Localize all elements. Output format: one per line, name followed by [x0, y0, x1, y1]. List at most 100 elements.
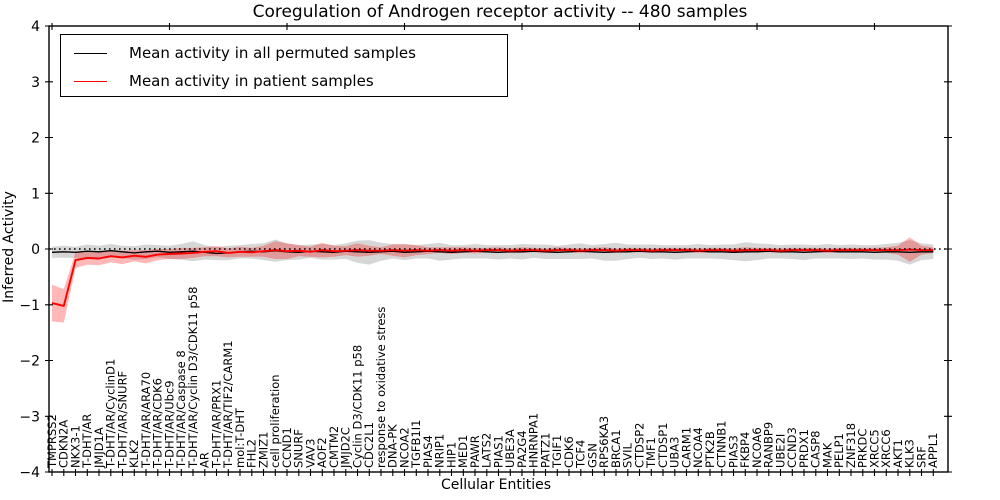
x-tick-label: Cyclin D3/CDK11 p58	[350, 345, 364, 468]
data-layer	[49, 237, 948, 323]
y-tick-label: 3	[31, 75, 40, 91]
x-tick-label: CARM1	[679, 427, 693, 468]
x-tick-label: ZNF318	[844, 423, 858, 468]
x-tick-label: PTK2B	[703, 431, 717, 468]
x-tick-label: NCOA6	[750, 427, 764, 468]
x-tick-label: PATZ1	[538, 433, 552, 468]
x-tick-label: KLK2	[127, 439, 141, 468]
x-tick-label: UBE2I	[773, 434, 787, 468]
x-tick-label: SRF	[914, 446, 928, 468]
y-tick-label: 0	[31, 242, 40, 258]
x-tick-label: AOF2	[315, 437, 329, 468]
x-tick-label: DNA-PK	[386, 424, 400, 468]
legend-entry-patient: Mean activity in patient samples	[74, 67, 507, 95]
y-tick-label: 2	[31, 131, 40, 147]
x-tick-label: T-DHT/AR/TIF2/CARM1	[221, 340, 235, 469]
x-tick-label: CTNNB1	[715, 421, 729, 468]
y-tick-label: −1	[19, 298, 40, 314]
x-tick-label: MAK	[820, 442, 834, 468]
x-tick-label: HNRNPA1	[527, 413, 541, 468]
x-tick-label: CMTM2	[327, 426, 341, 468]
legend-label-permuted: Mean activity in all permuted samples	[129, 44, 416, 62]
x-tick-label: PRDX1	[797, 429, 811, 468]
x-tick-label: UBE3A	[503, 429, 517, 468]
x-tick-label: PIAS3	[726, 435, 740, 468]
y-tick-labels: 4 3 2 1 0 −1 −2 −3 −4	[19, 19, 40, 481]
x-tick-labels: TMPRSS2CDKN2ANKX3-1T-DHT/ARJMJD1AT-DHT/A…	[45, 287, 940, 469]
x-tick-label: VAV3	[303, 439, 317, 468]
x-tick-label: NKX3-1	[68, 425, 82, 468]
x-tick-label: JMJD1A	[92, 427, 106, 469]
x-tick-label: ZMIZ1	[256, 432, 270, 468]
x-tick-label: T-DHT/AR/SNURF	[115, 371, 129, 469]
x-tick-label: FHL2	[245, 439, 259, 468]
x-tick-label: TGFB1I1	[409, 420, 423, 469]
x-tick-label: NCOA4	[691, 427, 705, 468]
x-tick-label: TCF4	[574, 440, 588, 469]
x-tick-label: RANBP9	[762, 422, 776, 468]
x-tick-label: PIAS4	[421, 435, 435, 468]
x-tick-label: XRCC6	[879, 429, 893, 468]
x-tick-label: response to oxidative stress	[374, 307, 388, 468]
x-tick-label: HIP1	[444, 442, 458, 468]
y-tick-label: 1	[31, 186, 40, 202]
x-tick-label: BRCA1	[609, 429, 623, 468]
x-tick-label: T-DHT/AR/Caspase 8	[174, 350, 188, 469]
x-tick-label: GSN	[585, 443, 599, 468]
legend: Mean activity in all permuted samples Me…	[60, 34, 508, 97]
legend-entry-permuted: Mean activity in all permuted samples	[74, 39, 507, 67]
x-tick-label: UBA3	[668, 437, 682, 469]
x-tick-label: XRCC5	[867, 429, 881, 468]
y-tick-label: −2	[19, 354, 40, 370]
x-tick-label: JMJD2C	[339, 427, 353, 469]
x-tick-label: AR	[198, 452, 212, 468]
x-tick-label: T-DHT/AR	[80, 414, 94, 469]
y-tick-label: −4	[19, 465, 40, 481]
x-tick-label: T-DHT/AR/Cyclin D3/CDK11 p58	[186, 287, 200, 469]
chart-title: Coregulation of Androgen receptor activi…	[252, 2, 748, 22]
x-tick-label: MED1	[456, 435, 470, 468]
patient-mean-line	[51, 248, 934, 307]
patient-line-swatch	[74, 80, 107, 82]
x-tick-label: CASP8	[809, 431, 823, 468]
x-tick-label: PRKDC	[856, 429, 870, 468]
x-tick-label: KLK3	[903, 439, 917, 468]
x-axis-label: Cellular Entities	[440, 477, 552, 493]
x-tick-label: CDKN2A	[57, 420, 71, 468]
y-tick-label: 4	[31, 19, 40, 35]
x-tick-label: PIAS1	[491, 435, 505, 468]
x-tick-label: PA2G4	[515, 430, 529, 468]
x-tick-label: APPL1	[926, 433, 940, 468]
x-tick-label: T-DHT/AR/ARA70	[139, 372, 153, 469]
x-tick-label: SVIL	[621, 442, 635, 468]
x-tick-label: T-DHT/AR/CDK6	[151, 378, 165, 469]
x-tick-label: TMPRSS2	[45, 414, 59, 469]
x-tick-label: LATS2	[480, 433, 494, 468]
x-tick-label: CTDSP2	[632, 423, 646, 468]
x-tick-label: cell proliferation	[268, 374, 282, 468]
permuted-line-swatch	[74, 52, 107, 54]
x-tick-label: RPS6KA3	[597, 416, 611, 468]
x-tick-label: mol:T-DHT	[233, 407, 247, 468]
x-tick-label: NCOA2	[397, 427, 411, 468]
x-tick-label: CDC2L1	[362, 422, 376, 468]
x-tick-label: AKT1	[891, 439, 905, 468]
x-tick-label: SNURF	[292, 429, 306, 468]
x-tick-label: CCND3	[785, 427, 799, 468]
x-tick-label: TGIF1	[550, 435, 564, 469]
y-tick-label: −3	[19, 409, 40, 425]
x-tick-label: NRIP1	[433, 434, 447, 468]
x-tick-label: PELP1	[832, 433, 846, 468]
legend-label-patient: Mean activity in patient samples	[129, 72, 374, 90]
x-tick-label: CCND1	[280, 427, 294, 468]
x-tick-label: T-DHT/AR/CyclinD1	[104, 359, 118, 469]
x-tick-label: CTDSP1	[656, 423, 670, 468]
x-tick-label: PAWR	[468, 435, 482, 468]
x-tick-label: CDK6	[562, 436, 576, 468]
x-tick-label: T-DHT/AR/PRX1	[209, 380, 223, 469]
x-tick-label: TMF1	[644, 437, 658, 469]
axis-ticks	[45, 23, 952, 476]
x-tick-label: T-DHT/AR/Ubc9	[162, 380, 176, 469]
